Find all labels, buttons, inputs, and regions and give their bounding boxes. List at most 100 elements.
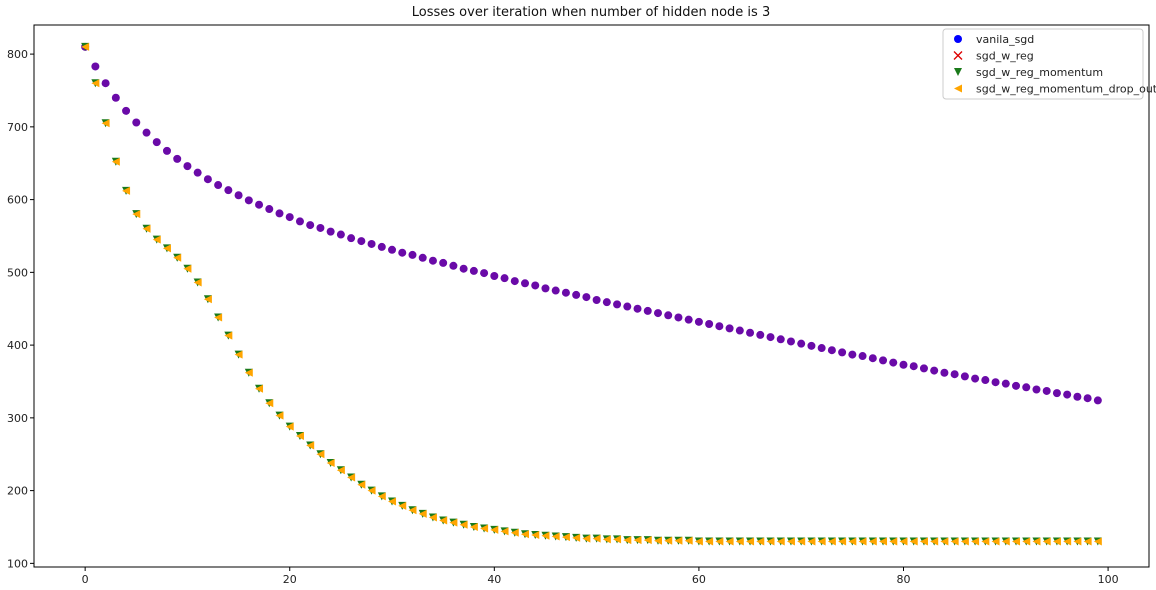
data-point — [193, 278, 202, 287]
x-tick-label: 0 — [82, 573, 89, 586]
data-point — [306, 441, 315, 450]
data-point — [950, 537, 959, 546]
legend-marker — [954, 84, 962, 93]
data-point — [388, 245, 397, 254]
data-point — [449, 518, 458, 527]
data-point — [521, 279, 530, 288]
data-point — [152, 235, 161, 244]
data-point — [786, 337, 795, 346]
data-point — [336, 230, 345, 239]
series-sgd-w-reg-momentum-drop-out — [81, 42, 1102, 546]
marks-layer — [81, 42, 1102, 546]
data-point — [715, 322, 724, 331]
data-point — [490, 271, 499, 280]
data-point — [848, 537, 857, 546]
data-point — [664, 536, 673, 545]
data-point — [561, 288, 570, 297]
data-point — [940, 537, 949, 546]
data-point — [255, 200, 264, 209]
data-point — [858, 537, 867, 546]
legend-label: sgd_w_reg — [976, 50, 1034, 63]
data-point — [613, 535, 622, 544]
data-point — [1042, 386, 1051, 395]
data-point — [551, 286, 560, 295]
data-point — [377, 242, 386, 251]
data-point — [582, 534, 591, 543]
data-point — [173, 253, 182, 262]
data-point — [561, 533, 570, 542]
data-point — [388, 497, 397, 506]
data-point — [347, 234, 356, 243]
y-tick-label: 100 — [7, 557, 28, 570]
data-point — [1022, 537, 1031, 546]
data-point — [1083, 394, 1092, 403]
data-point — [122, 106, 131, 115]
data-point — [1052, 537, 1061, 546]
data-point — [193, 168, 202, 177]
data-point — [919, 537, 928, 546]
data-point — [981, 376, 990, 385]
data-point — [173, 154, 182, 163]
data-point — [459, 264, 468, 273]
data-point — [623, 536, 632, 545]
data-point — [868, 537, 877, 546]
legend-item: sgd_w_reg_momentum_drop_out — [954, 83, 1156, 96]
data-point — [838, 348, 847, 357]
data-point — [490, 525, 499, 534]
legend-marker — [954, 35, 962, 43]
data-point — [285, 213, 294, 222]
data-point — [326, 458, 335, 467]
data-point — [838, 537, 847, 546]
data-point — [756, 330, 765, 339]
data-point — [950, 370, 959, 379]
data-point — [541, 284, 550, 293]
data-point — [756, 537, 765, 546]
data-point — [674, 313, 683, 322]
axes-frame — [33, 24, 1150, 568]
ticks-layer: 0 20 40 60 80 100 100 200 300 400 500 600 700 800 — [7, 48, 1119, 586]
data-point — [244, 196, 253, 205]
data-point — [602, 535, 611, 544]
data-point — [347, 473, 356, 482]
data-point — [572, 290, 581, 299]
data-point — [91, 62, 100, 71]
data-point — [275, 209, 284, 218]
y-tick-label: 300 — [7, 412, 28, 425]
data-point — [510, 277, 519, 286]
data-point — [1073, 392, 1082, 401]
data-point — [643, 536, 652, 545]
data-point — [1052, 389, 1061, 398]
data-point — [817, 537, 826, 546]
data-point — [132, 210, 141, 219]
legend-marker — [954, 68, 962, 76]
data-point — [1042, 537, 1051, 546]
legend-marker — [953, 51, 963, 60]
data-point — [531, 530, 540, 539]
data-point — [1032, 385, 1041, 394]
data-point — [265, 399, 274, 408]
data-point — [295, 432, 304, 441]
data-point — [428, 256, 437, 265]
data-point — [715, 537, 724, 546]
data-point — [694, 537, 703, 546]
data-point — [234, 350, 243, 359]
data-point — [746, 537, 755, 546]
data-point — [991, 378, 1000, 387]
data-point — [572, 533, 581, 542]
data-point — [1073, 537, 1082, 546]
data-point — [408, 250, 417, 259]
data-point — [214, 313, 223, 322]
data-point — [674, 536, 683, 545]
x-tick-label: 40 — [487, 573, 501, 586]
plot-area — [33, 24, 1150, 568]
data-point — [275, 411, 284, 420]
data-point — [776, 537, 785, 546]
legend-box — [942, 28, 1144, 100]
data-point — [643, 306, 652, 315]
data-point — [735, 537, 744, 546]
data-point — [183, 162, 192, 171]
data-point — [428, 513, 437, 522]
data-point — [786, 537, 795, 546]
data-point — [909, 362, 918, 371]
